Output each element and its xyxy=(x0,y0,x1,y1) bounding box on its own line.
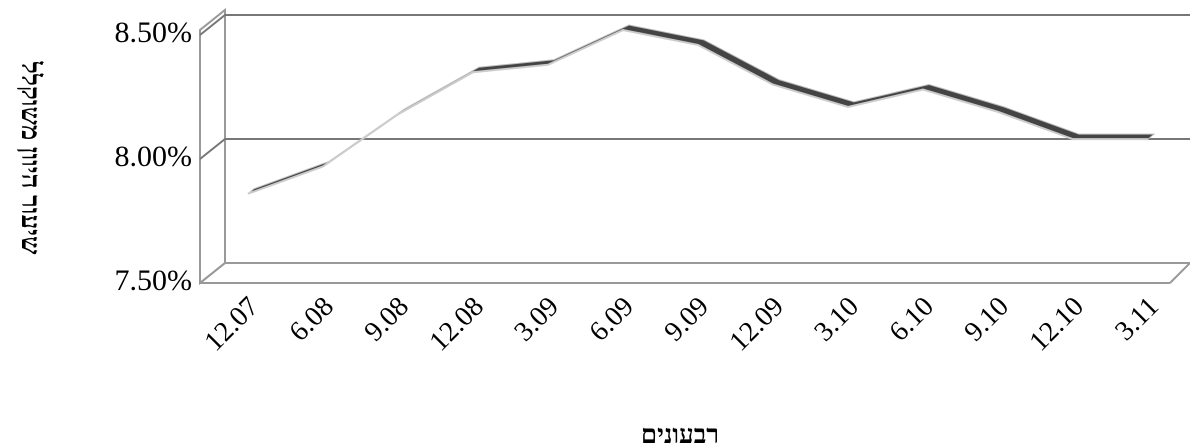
x-tick-label: 6.09 xyxy=(583,291,640,348)
x-tick-label: 9.09 xyxy=(658,291,715,348)
line-series xyxy=(247,28,1148,195)
grid-line xyxy=(199,138,1190,160)
grid-line xyxy=(199,14,1190,36)
x-tick-label: 9.08 xyxy=(358,291,415,348)
y-tick-label: 7.50% xyxy=(115,264,193,297)
grid-line xyxy=(199,262,1190,284)
y-axis-title: שיעור היוון משוקלל xyxy=(16,61,45,255)
x-tick-label: 6.08 xyxy=(283,291,340,348)
x-tick-label: 9.10 xyxy=(958,291,1015,348)
y-tick-label: 8.00% xyxy=(115,140,193,173)
x-tick-label: 12.09 xyxy=(723,291,789,357)
x-tick-label: 6.10 xyxy=(883,291,940,348)
floor-edge xyxy=(1169,262,1190,284)
x-tick-label: 3.11 xyxy=(1109,291,1165,347)
x-tick-label: 12.08 xyxy=(423,291,489,357)
x-tick-label: 3.09 xyxy=(508,291,565,348)
x-tick-label: 12.07 xyxy=(198,291,264,357)
side-wall xyxy=(199,7,226,286)
line-ribbon xyxy=(247,24,1156,195)
x-tick-label: 3.10 xyxy=(808,291,865,348)
x-axis-title: רבעונים xyxy=(641,420,719,448)
x-tick-label: 12.10 xyxy=(1023,291,1089,357)
y-tick-label: 8.50% xyxy=(115,16,193,49)
